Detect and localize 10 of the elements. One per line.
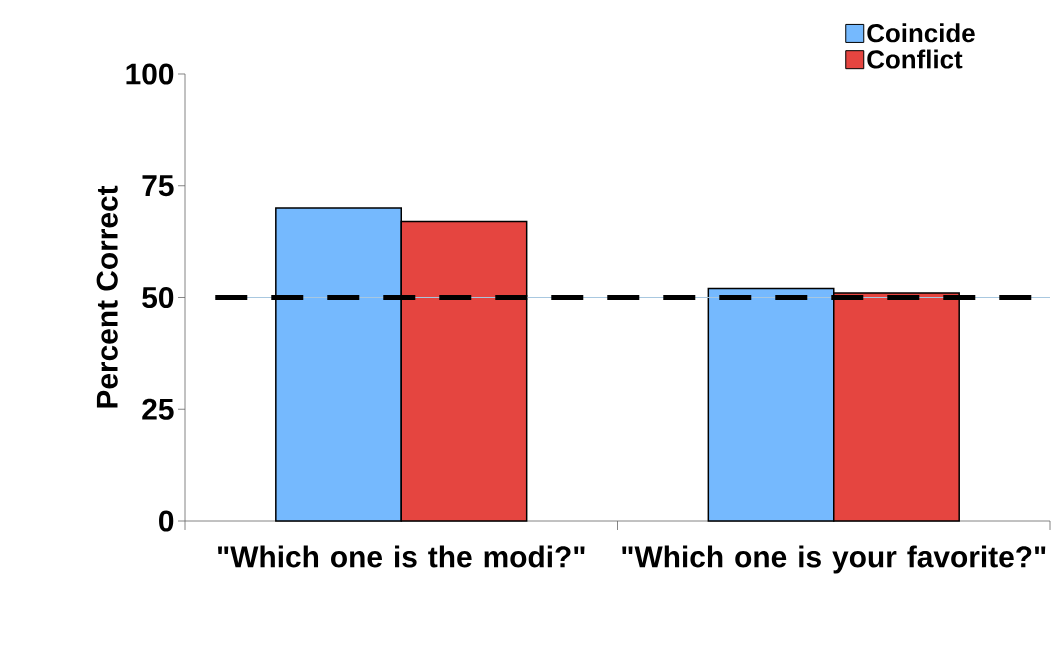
x-tick-label: "Which one is your favorite?" <box>622 545 1046 574</box>
legend-label: Coincide <box>867 23 975 43</box>
legend-label: Conflict <box>867 49 963 69</box>
x-tick-label: "Which one is the modi?" <box>218 545 585 568</box>
y-tick-label: 75 <box>142 175 174 197</box>
y-axis-title: Percent Correct <box>96 185 118 408</box>
y-tick-label: 100 <box>126 63 174 85</box>
y-tick-label: 50 <box>142 286 174 309</box>
y-tick-label: 25 <box>142 398 174 420</box>
y-tick-label: 0 <box>159 510 174 532</box>
